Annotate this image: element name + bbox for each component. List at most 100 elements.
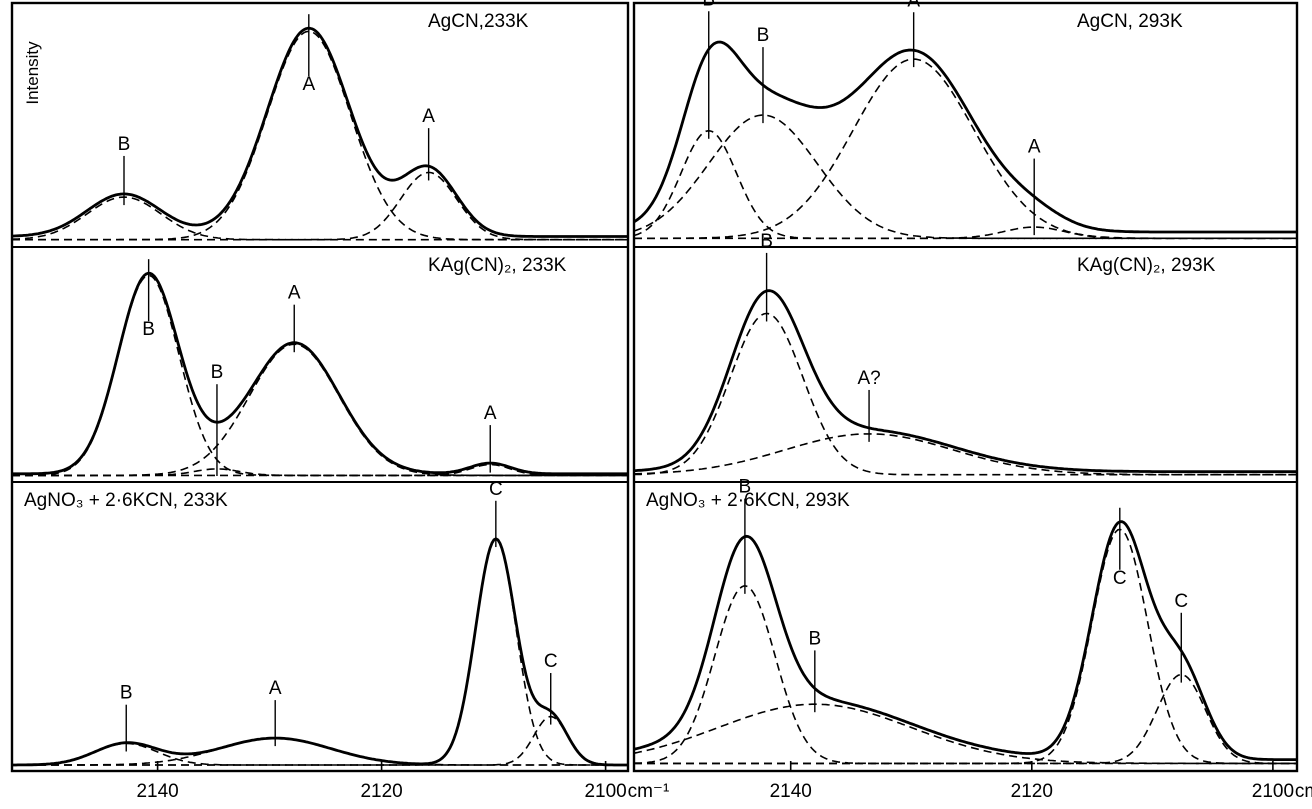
panel-title: AgNO₃ + 2·6KCN, 233K <box>24 490 228 511</box>
plot-area <box>634 289 1296 476</box>
x-tick-label: 2100 <box>1252 781 1294 802</box>
band-marker: A <box>288 283 301 353</box>
band-marker-label: B <box>142 319 155 340</box>
x-unit-label: cm⁻¹ <box>628 781 670 802</box>
panels: B A A AgCN,233K Intensity B B A A AgCN, 293K B B A A K… <box>12 0 1296 767</box>
x-unit-label: cm⁻¹ <box>1295 781 1312 802</box>
component-band-2 <box>634 114 1296 240</box>
component-band-2 <box>634 703 1296 765</box>
band-marker-label: A <box>302 74 315 95</box>
band-marker-label: B <box>211 362 224 383</box>
panel-5: B A C C AgNO₃ + 2·6KCN, 233K <box>12 479 628 767</box>
plot-area <box>12 26 628 241</box>
band-marker: B <box>808 628 821 713</box>
component-band-1 <box>634 312 1296 476</box>
band-marker-label: B <box>739 477 752 498</box>
plot-area <box>634 520 1296 765</box>
component-band-3 <box>634 528 1296 765</box>
band-marker: A <box>422 106 435 181</box>
x-tick-label: 2140 <box>136 781 178 802</box>
band-marker-label: A <box>269 678 282 699</box>
band-marker: B <box>142 259 155 340</box>
band-marker: A <box>269 678 282 747</box>
component-band-1 <box>634 129 1296 240</box>
band-marker-label: C <box>1174 591 1188 612</box>
spectrum-envelope <box>634 520 1296 761</box>
band-marker-label: B <box>757 25 770 46</box>
band-marker-label: B <box>118 134 131 155</box>
component-band-1 <box>12 196 628 241</box>
band-marker-label: A <box>422 106 435 127</box>
x-tick-label: 2100 <box>584 781 626 802</box>
x-tick-label: 2120 <box>360 781 402 802</box>
column-frame-2 <box>632 1 1299 773</box>
band-marker-label: A <box>1028 137 1041 158</box>
panel-frames <box>10 1 1299 773</box>
plot-area <box>634 40 1296 240</box>
band-marker: C <box>489 479 503 548</box>
component-band-4 <box>12 715 628 766</box>
spectrum-envelope <box>634 289 1296 474</box>
panel-title: AgCN, 293K <box>1077 11 1183 32</box>
band-marker: B <box>702 0 715 139</box>
panel-title: KAg(CN)₂, 293K <box>1077 255 1216 276</box>
component-band-4 <box>634 226 1296 240</box>
band-marker-label: A <box>907 0 920 11</box>
band-marker-label: B <box>702 0 715 10</box>
component-band-1 <box>634 585 1296 765</box>
panel-3: B B A A KAg(CN)₂, 233K <box>12 255 628 477</box>
band-marker: A <box>302 14 315 95</box>
band-marker-label: C <box>489 479 503 500</box>
band-marker: A <box>484 403 497 473</box>
band-marker-label: B <box>808 628 821 649</box>
panel-title: AgCN,233K <box>428 11 529 32</box>
band-marker-label: B <box>760 231 773 252</box>
component-band-2 <box>12 468 628 477</box>
band-marker: A <box>1028 137 1041 236</box>
x-tick-label: 2140 <box>770 781 812 802</box>
band-marker-label: A? <box>857 368 880 389</box>
band-marker: C <box>544 651 558 725</box>
y-axis-label: Intensity <box>23 41 42 105</box>
component-band-3 <box>12 171 628 241</box>
x-tick-label: 2120 <box>1011 781 1053 802</box>
plot-area <box>12 271 628 477</box>
band-marker: A? <box>857 368 881 442</box>
band-marker-label: C <box>544 651 558 672</box>
panel-title: KAg(CN)₂, 233K <box>428 255 567 276</box>
component-band-3 <box>634 58 1296 240</box>
column-frame-1 <box>10 1 630 773</box>
spectrum-envelope <box>12 26 628 238</box>
band-marker: B <box>118 134 131 206</box>
panel-6: B B C C AgNO₃ + 2·6KCN, 293K <box>634 477 1296 765</box>
component-band-2 <box>12 30 628 241</box>
band-marker-label: A <box>484 403 497 424</box>
component-band-2 <box>634 433 1296 476</box>
component-band-1 <box>12 274 628 477</box>
spectrum-envelope <box>12 271 628 476</box>
plot-area <box>12 537 628 767</box>
band-marker: B <box>120 683 133 752</box>
band-marker: C <box>1113 507 1127 589</box>
band-marker-label: C <box>1113 568 1127 589</box>
component-band-3 <box>12 538 628 766</box>
spectrum-envelope <box>634 40 1296 234</box>
panel-4: B A? KAg(CN)₂, 293K <box>634 231 1296 476</box>
band-marker: C <box>1174 591 1188 683</box>
component-band-4 <box>634 673 1296 765</box>
panel-1: B A A AgCN,233K Intensity <box>12 11 628 241</box>
band-marker: B <box>211 362 224 476</box>
panel-2: B B A A AgCN, 293K <box>634 0 1296 240</box>
band-marker-label: A <box>288 283 301 304</box>
band-marker: B <box>757 25 770 124</box>
band-marker: B <box>739 477 752 594</box>
panel-title: AgNO₃ + 2·6KCN, 293K <box>646 490 850 511</box>
component-band-2 <box>12 737 628 766</box>
band-marker-label: B <box>120 683 133 704</box>
band-marker: A <box>907 0 920 68</box>
band-marker: B <box>760 231 773 322</box>
